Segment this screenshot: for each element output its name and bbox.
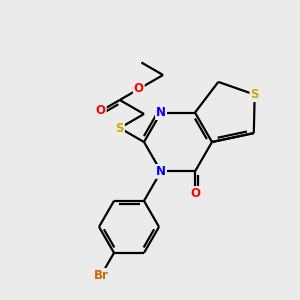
- Text: O: O: [96, 104, 106, 118]
- Text: S: S: [116, 122, 124, 134]
- Text: S: S: [250, 88, 259, 101]
- Text: N: N: [156, 106, 166, 119]
- Text: Br: Br: [94, 269, 108, 282]
- Text: O: O: [190, 187, 200, 200]
- Text: O: O: [134, 82, 144, 95]
- Text: N: N: [156, 165, 166, 178]
